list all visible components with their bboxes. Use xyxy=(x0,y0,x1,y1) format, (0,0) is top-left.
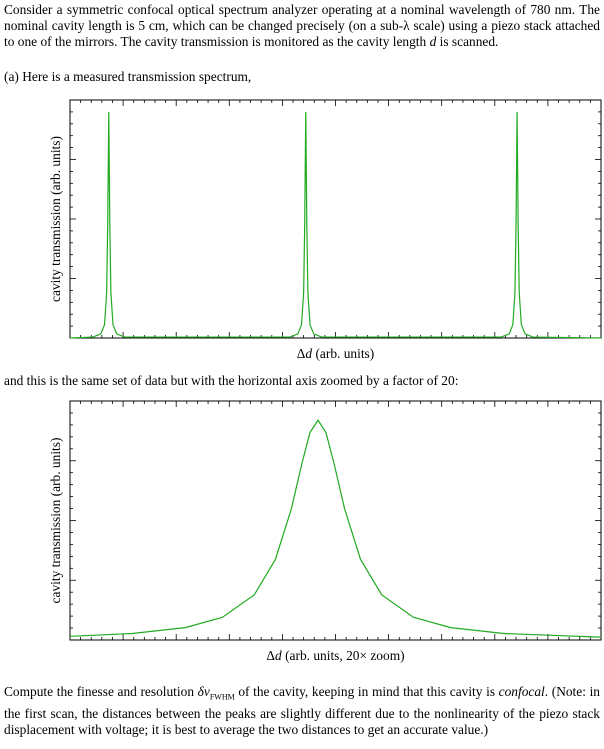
x-axis-label: Δd (arb. units) xyxy=(297,346,374,361)
chart: cavity transmission (arb. units) Δd (arb.… xyxy=(48,99,602,361)
data-line xyxy=(69,419,602,638)
text: . (Note: in the first scan, the distance… xyxy=(4,684,600,737)
y-axis-label: cavity transmission (arb. units) xyxy=(48,136,63,302)
text: Compute the finesse and resolution xyxy=(4,684,198,699)
plot-frame xyxy=(69,400,602,641)
question: Compute the finesse and resolution δνFWH… xyxy=(4,684,600,738)
x-axis-label-var: d xyxy=(275,648,282,663)
variable: d xyxy=(429,34,437,49)
x-axis-label-prefix: Δ xyxy=(297,346,306,361)
x-axis-label-text: (arb. units, 20× zoom) xyxy=(282,648,405,663)
paragraph: and this is the same set of data but wit… xyxy=(4,373,459,388)
x-axis-label-text: (arb. units) xyxy=(312,346,374,361)
plot-frame xyxy=(69,99,602,339)
subscript: FWHM xyxy=(209,692,235,702)
intro: Consider a symmetric confocal optical sp… xyxy=(4,2,600,50)
emphasis: confocal xyxy=(498,684,545,699)
text: of the cavity, keeping in mind that this… xyxy=(234,684,499,699)
data-line xyxy=(69,111,602,339)
x-axis-label: Δd (arb. units, 20× zoom) xyxy=(266,648,404,663)
part-a: (a) Here is a measured transmission spec… xyxy=(4,69,252,84)
chart: cavity transmission (arb. units) Δd (arb.… xyxy=(48,400,602,663)
x-axis-label-var: d xyxy=(305,346,312,361)
text: Consider a symmetric confocal optical sp… xyxy=(4,2,600,49)
y-axis-label: cavity transmission (arb. units) xyxy=(48,438,63,604)
symbol: δν xyxy=(197,684,210,699)
x-axis-label-prefix: Δ xyxy=(266,648,275,663)
text: is scanned. xyxy=(436,34,499,49)
